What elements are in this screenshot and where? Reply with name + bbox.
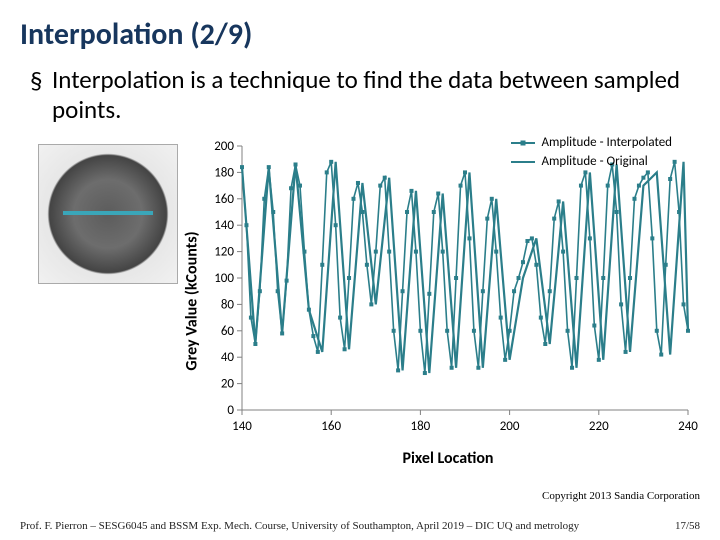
svg-text:40: 40 (221, 350, 235, 365)
svg-text:100: 100 (214, 271, 234, 286)
svg-text:200: 200 (214, 139, 234, 154)
sample-disc-image (38, 144, 178, 284)
bullet-marker: § (30, 65, 52, 124)
svg-text:20: 20 (221, 377, 235, 392)
chart-canvas: 0 20 40 60 80 100 120 140 160 180 200 140 160 180 200 2… (198, 136, 698, 446)
legend-label: Amplitude - Original (541, 153, 647, 172)
page-title: Interpolation (2/9) (0, 0, 720, 61)
copyright-text: Copyright 2013 Sandia Corporation (542, 490, 700, 502)
bullet-block: § Interpolation is a technique to find t… (0, 61, 720, 132)
legend-entry-interpolated: Amplitude - Interpolated (511, 134, 672, 153)
svg-text:160: 160 (321, 419, 341, 434)
legend-swatch-icon (511, 142, 535, 144)
footer: Prof. F. Pierron – SESG6045 and BSSM Exp… (0, 520, 720, 532)
svg-text:80: 80 (221, 297, 235, 312)
svg-text:220: 220 (589, 419, 609, 434)
legend-swatch-icon (511, 161, 535, 163)
legend-entry-original: Amplitude - Original (511, 153, 672, 172)
svg-text:240: 240 (678, 419, 698, 434)
svg-text:120: 120 (214, 245, 234, 260)
svg-text:180: 180 (214, 165, 234, 180)
svg-text:160: 160 (214, 192, 234, 207)
chart-legend: Amplitude - Interpolated Amplitude - Ori… (511, 134, 672, 172)
chart-ylabel: Grey Value (kCounts) (183, 231, 202, 370)
svg-text:200: 200 (500, 419, 520, 434)
bullet-text: Interpolation is a technique to find the… (52, 65, 700, 124)
svg-text:0: 0 (227, 403, 234, 418)
footer-left: Prof. F. Pierron – SESG6045 and BSSM Exp… (20, 520, 579, 532)
svg-text:180: 180 (411, 419, 431, 434)
legend-label: Amplitude - Interpolated (541, 134, 672, 153)
svg-text:140: 140 (232, 419, 252, 434)
chart-xlabel: Pixel Location (198, 449, 698, 468)
svg-text:140: 140 (214, 218, 234, 233)
interpolation-chart: Grey Value (kCounts) 0204060801001201401… (198, 136, 698, 466)
svg-text:60: 60 (221, 324, 235, 339)
footer-right: 17/58 (675, 520, 700, 532)
